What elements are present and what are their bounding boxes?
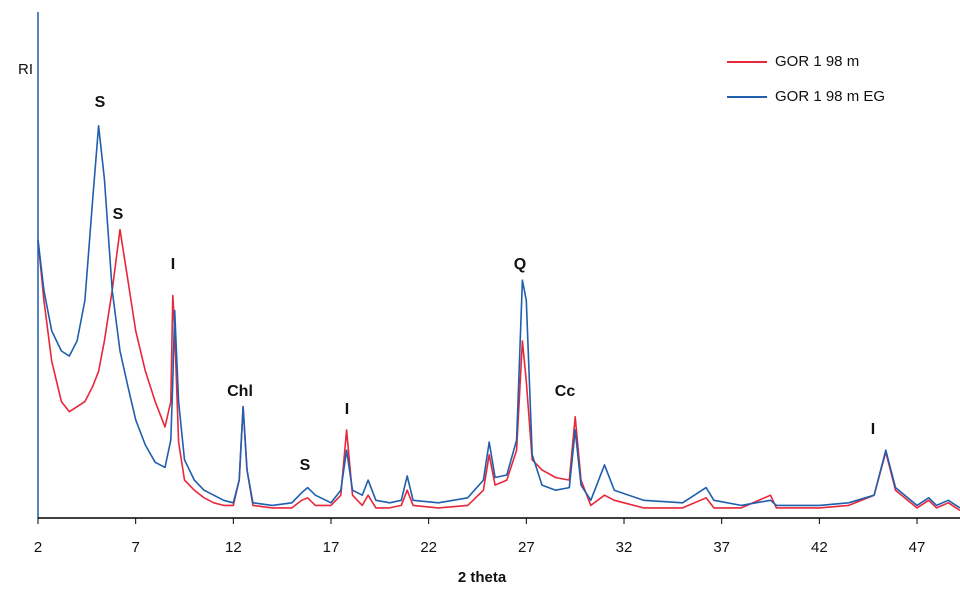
x-axis-label: 2 theta: [458, 569, 507, 586]
y-axis-label: RI: [18, 61, 33, 78]
annotation: S: [95, 94, 106, 111]
series-line: [37, 125, 960, 509]
x-tick-label: 27: [518, 539, 535, 556]
x-tick-label: 2: [34, 539, 42, 556]
x-tick-label: 32: [616, 539, 633, 556]
x-tick-label: 12: [225, 539, 242, 556]
x-tick-label: 42: [811, 539, 828, 556]
x-tick-label: 17: [323, 539, 340, 556]
series-line: [37, 228, 960, 512]
annotation: S: [300, 457, 311, 474]
annotation: Q: [514, 256, 526, 273]
x-tick-label: 37: [713, 539, 730, 556]
annotation: S: [113, 206, 124, 223]
x-tick-label: 47: [909, 539, 926, 556]
annotation: I: [171, 256, 175, 273]
legend-label: GOR 1 98 m: [775, 53, 859, 70]
x-tick-label: 22: [420, 539, 437, 556]
annotation: Cc: [555, 383, 576, 400]
legend-label: GOR 1 98 m EG: [775, 88, 885, 105]
x-tick-label: 7: [131, 539, 139, 556]
annotation: Chl: [227, 383, 253, 400]
annotation: I: [345, 401, 349, 418]
annotation: I: [871, 421, 875, 438]
